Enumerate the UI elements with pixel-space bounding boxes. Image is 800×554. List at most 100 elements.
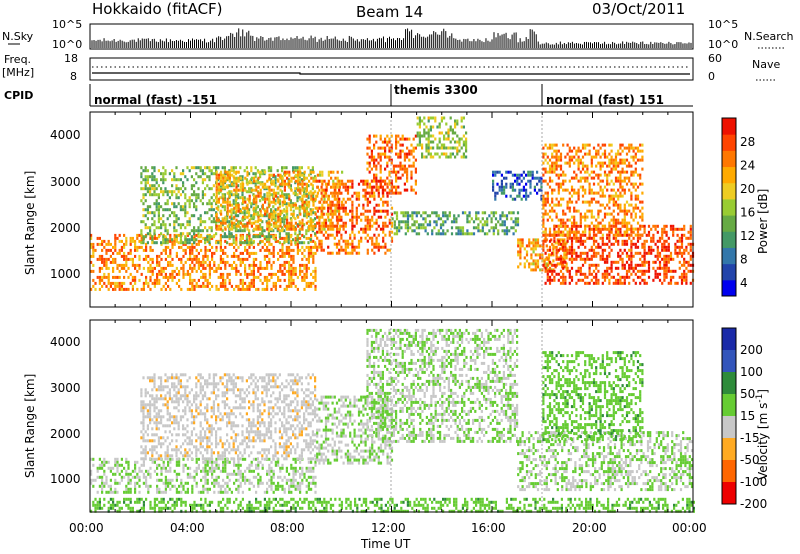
echo-cell — [553, 170, 556, 174]
echo-cell — [477, 223, 480, 227]
echo-cell — [610, 194, 613, 198]
echo-cell — [285, 166, 288, 170]
echo-cell — [334, 212, 337, 216]
echo-cell — [144, 208, 147, 212]
echo-cell — [184, 211, 187, 215]
echo-cell — [621, 266, 624, 270]
echo-cell — [678, 239, 681, 243]
echo-cell — [153, 281, 156, 285]
echo-cell — [149, 263, 152, 267]
echo-cell — [166, 208, 169, 212]
echo-cell — [377, 194, 380, 198]
echo-cell — [303, 194, 306, 198]
echo-cell — [252, 263, 255, 267]
echo-cell — [503, 191, 506, 195]
echo-cell — [191, 260, 194, 264]
echo-cell — [508, 229, 511, 233]
echo-cell — [90, 233, 93, 237]
echo-cell — [588, 248, 591, 252]
echo-cell — [542, 167, 545, 171]
echo-cell — [300, 241, 303, 245]
echo-cell — [553, 275, 556, 279]
echo-cell — [318, 179, 321, 183]
echo-cell — [634, 242, 637, 246]
echo-cell — [634, 263, 637, 267]
echo-cell — [373, 194, 376, 198]
echo-cell — [683, 251, 686, 255]
echo-cell — [301, 269, 304, 273]
freq-tick-bottom: 8 — [70, 70, 77, 83]
echo-cell — [250, 205, 253, 209]
echo-cell — [665, 260, 668, 264]
echo-cell — [175, 166, 178, 170]
echo-cell — [447, 128, 450, 132]
echo-cell — [246, 275, 249, 279]
echo-cell — [145, 275, 148, 279]
echo-cell — [511, 173, 514, 177]
echo-cell — [268, 224, 271, 228]
echo-cell — [584, 179, 587, 183]
echo-cell — [543, 262, 546, 266]
echo-cell — [261, 185, 264, 189]
echo-cell — [652, 239, 655, 243]
echo-cell — [421, 152, 424, 156]
echo-cell — [153, 229, 156, 233]
echo-cell — [226, 217, 229, 221]
echo-cell — [336, 200, 339, 204]
echo-cell — [277, 212, 280, 216]
echo-cell — [492, 185, 495, 189]
echo-cell — [424, 229, 427, 233]
echo-cell — [608, 158, 611, 162]
echo-cell — [129, 272, 132, 276]
echo-cell — [338, 218, 341, 222]
echo-cell — [395, 185, 398, 189]
echo-cell — [157, 214, 160, 218]
echo-cell — [639, 269, 642, 273]
echo-cell — [311, 211, 314, 215]
echo-cell — [208, 175, 211, 179]
echo-cell — [595, 200, 598, 204]
echo-cell — [436, 152, 439, 156]
echo-cell — [553, 236, 556, 240]
echo-cell — [410, 185, 413, 189]
echo-cell — [208, 248, 211, 252]
echo-cell — [584, 275, 587, 279]
echo-cell — [301, 275, 304, 279]
echo-cell — [173, 214, 176, 218]
echo-cell — [316, 245, 319, 249]
echo-cell — [433, 226, 436, 230]
echo-cell — [453, 217, 456, 221]
echo-cell — [125, 287, 128, 291]
echo-cell — [555, 152, 558, 156]
echo-cell — [211, 254, 214, 258]
echo-cell — [522, 170, 525, 174]
echo-cell — [169, 287, 172, 291]
echo-cell — [223, 208, 226, 212]
echo-cell — [413, 223, 416, 227]
echo-cell — [498, 188, 501, 192]
echo-cell — [514, 188, 517, 192]
echo-cell — [595, 149, 598, 153]
echo-cell — [319, 215, 322, 219]
echo-cell — [235, 242, 238, 246]
echo-cell — [254, 172, 257, 176]
echo-cell — [492, 170, 495, 174]
echo-cell — [224, 215, 227, 219]
echo-cell — [685, 281, 688, 285]
power-panel: 4000 3000 2000 1000 Slant Range [km] 282… — [23, 111, 770, 308]
echo-cell — [215, 197, 218, 201]
echo-cell — [568, 191, 571, 195]
echo-cell — [138, 233, 141, 237]
echo-cell — [647, 251, 651, 255]
echo-cell — [175, 281, 178, 285]
echo-cell — [342, 206, 345, 210]
echo-cell — [421, 146, 424, 150]
echo-cell — [403, 167, 406, 171]
echo-cell — [643, 227, 646, 231]
echo-cell — [244, 248, 247, 252]
echo-cell — [144, 181, 147, 185]
echo-cell — [168, 223, 171, 227]
echo-cell — [393, 211, 396, 215]
echo-cell — [590, 209, 593, 213]
echo-cell — [327, 233, 330, 237]
